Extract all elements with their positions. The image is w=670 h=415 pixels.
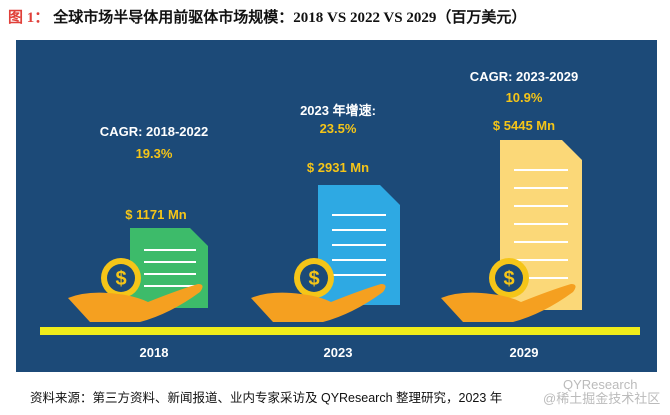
figure-title: 图 1： 全球市场半导体用前驱体市场规模：2018 VS 2022 VS 2029… [8, 6, 526, 27]
market-value-2023: $ 2931 Mn [306, 160, 370, 175]
figure-title-text: 全球市场半导体用前驱体市场规模：2018 VS 2022 VS 2029（百万美… [53, 10, 527, 26]
svg-text:$: $ [308, 268, 319, 290]
growth-value-2018: 19.3% [135, 146, 173, 161]
coin-hand-icon-2018: $ [68, 258, 203, 322]
infographic-panel: $ $ $ CAGR: 2018-2022 19.3% $ 1171 Mn 20… [16, 40, 657, 372]
growth-label-2029: CAGR: 2023-2029 [469, 69, 579, 84]
market-value-2018: $ 1171 Mn [125, 207, 187, 222]
watermark: QYResearch @稀土掘金技术社区 [543, 378, 660, 406]
growth-value-2023: 23.5% [319, 121, 357, 136]
document-icon-2023 [318, 185, 400, 305]
svg-text:$: $ [503, 268, 514, 290]
growth-label-2018: CAGR: 2018-2022 [99, 124, 209, 139]
year-2023: 2023 [323, 345, 353, 360]
coin-hand-icon-2023: $ [251, 258, 386, 322]
timeline-bar [40, 327, 640, 335]
growth-label-2023: 2023 年增速: [300, 103, 376, 118]
watermark-line2: @稀土掘金技术社区 [543, 391, 661, 406]
watermark-line1: QYResearch [563, 377, 638, 392]
source-note: 资料来源：第三方资料、新闻报道、业内专家采访及 QYResearch 整理研究，… [30, 391, 503, 405]
market-value-2029: $ 5445 Mn [492, 118, 556, 133]
year-2018: 2018 [139, 345, 169, 360]
coin-hand-icon-2029: $ [441, 258, 576, 322]
year-2029: 2029 [509, 345, 539, 360]
growth-value-2029: 10.9% [505, 90, 543, 105]
svg-text:$: $ [115, 268, 126, 290]
figure-number: 图 1： [8, 10, 50, 26]
illustrations: $ $ $ [68, 140, 582, 322]
